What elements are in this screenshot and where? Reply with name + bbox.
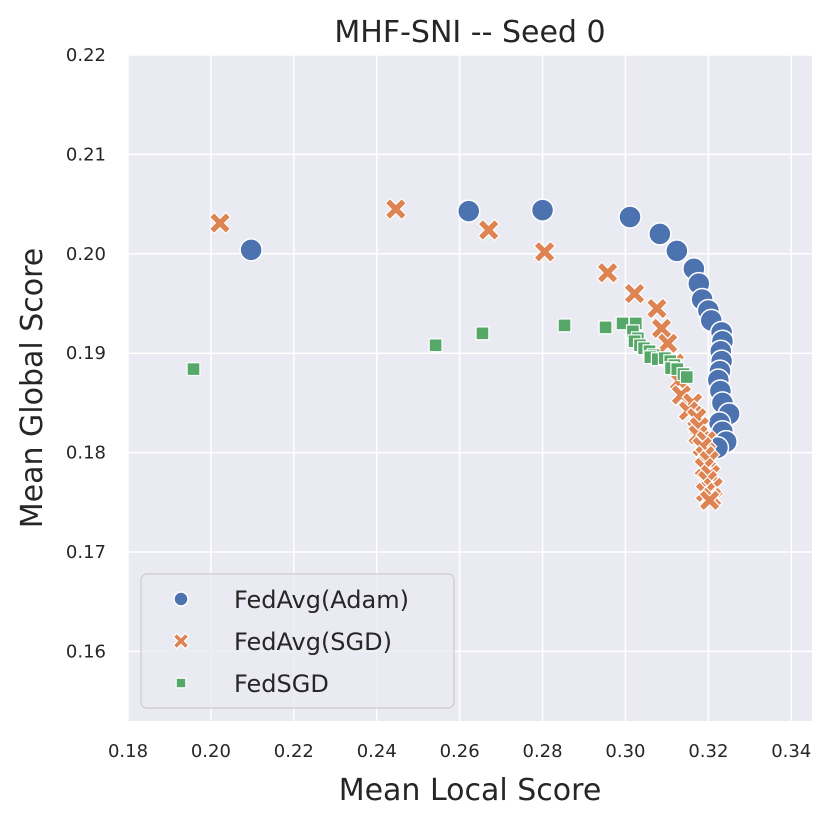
series-fedsgd xyxy=(186,316,694,385)
y-tick-label: 0.18 xyxy=(66,443,106,464)
y-tick-label: 0.22 xyxy=(66,45,106,66)
data-point xyxy=(239,238,263,262)
x-tick-labels: 0.18 0.20 0.22 0.24 0.26 0.28 0.30 0.32 0.34 xyxy=(108,741,811,762)
y-tick-label: 0.16 xyxy=(66,641,106,662)
legend-label: FedAvg(SGD) xyxy=(234,628,392,656)
data-point xyxy=(475,326,490,341)
y-axis-label: Mean Global Score xyxy=(15,248,50,529)
data-point xyxy=(598,320,613,335)
x-tick-label: 0.30 xyxy=(605,741,645,762)
series-fedavg-adam- xyxy=(239,198,741,460)
y-tick-label: 0.17 xyxy=(66,542,106,563)
x-tick-label: 0.18 xyxy=(108,741,148,762)
data-points xyxy=(186,197,741,512)
x-axis-label: Mean Local Score xyxy=(339,773,602,808)
data-point xyxy=(665,239,689,263)
data-point xyxy=(648,222,672,246)
legend-box xyxy=(140,573,455,709)
data-point xyxy=(186,362,201,377)
data-point xyxy=(645,297,669,320)
data-point xyxy=(384,197,408,221)
legend-marker xyxy=(172,632,190,650)
legend-label: FedAvg(Adam) xyxy=(234,586,409,614)
data-point xyxy=(530,198,555,222)
x-tick-label: 0.28 xyxy=(523,741,563,762)
data-point xyxy=(533,240,556,264)
data-point xyxy=(477,218,500,242)
data-point xyxy=(618,205,642,229)
x-tick-label: 0.22 xyxy=(274,741,314,762)
data-point xyxy=(208,211,232,235)
data-point xyxy=(679,370,694,385)
data-point xyxy=(656,331,680,355)
x-tick-label: 0.26 xyxy=(440,741,480,762)
y-tick-label: 0.19 xyxy=(66,343,106,364)
chart-title: MHF-SNI -- Seed 0 xyxy=(334,15,605,50)
x-tick-label: 0.24 xyxy=(357,741,397,762)
legend-label: FedSGD xyxy=(234,670,329,698)
x-tick-label: 0.20 xyxy=(191,741,231,762)
grid-lines xyxy=(127,54,812,721)
data-point xyxy=(596,261,619,284)
data-point xyxy=(698,489,721,512)
x-tick-label: 0.34 xyxy=(771,741,811,762)
y-tick-labels: 0.16 0.17 0.18 0.19 0.20 0.21 0.22 xyxy=(66,45,106,662)
legend-marker xyxy=(175,677,187,689)
data-point xyxy=(428,338,443,353)
x-tick-label: 0.32 xyxy=(688,741,728,762)
legend: FedAvg(Adam) FedAvg(SGD) FedSGD xyxy=(140,573,455,709)
y-tick-label: 0.21 xyxy=(66,144,106,165)
y-tick-label: 0.20 xyxy=(66,244,106,265)
data-point xyxy=(623,282,646,305)
data-point xyxy=(557,318,572,333)
data-point xyxy=(457,199,481,223)
legend-marker xyxy=(173,591,189,607)
